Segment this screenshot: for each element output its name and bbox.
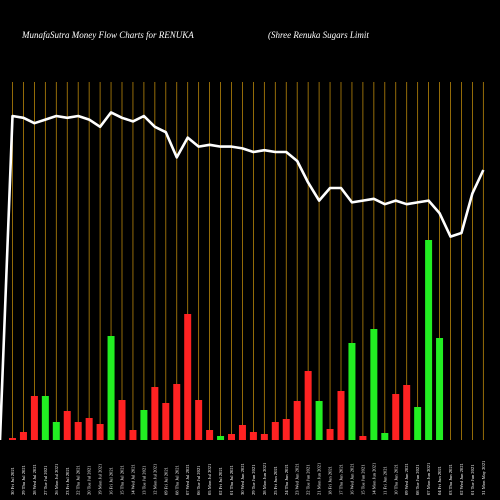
x-tick-label: 21 Mon Jun 2021 (317, 462, 322, 495)
x-tick-label: 16 Fri Jul 2021 (109, 466, 114, 495)
x-tick-label: 14 Mon Jun 2021 (371, 462, 376, 495)
bar (140, 410, 148, 440)
x-tick-label: 03 Thu Jun 2021 (448, 463, 453, 495)
bar (392, 394, 400, 440)
bar (129, 430, 137, 440)
x-tick-label: 12 Mon Jul 2021 (152, 463, 157, 495)
bar (249, 432, 257, 440)
bar (414, 407, 422, 440)
bar (271, 422, 279, 440)
x-tick-label: 07 Wed Jul 2021 (185, 463, 190, 495)
bar (238, 425, 246, 440)
bar (326, 429, 334, 440)
x-tick-label: 28 Mon Jun 2021 (262, 462, 267, 495)
bar (348, 343, 356, 440)
x-tick-label: 29 Tue Jun 2021 (251, 464, 256, 495)
bar (337, 391, 345, 440)
bar (304, 371, 312, 440)
x-tick-label: 02 Fri Jul 2021 (218, 466, 223, 495)
x-tick-label: 08 Thu Jul 2021 (174, 464, 179, 495)
bar (195, 400, 203, 440)
bar (52, 422, 60, 440)
x-tick-label: 13 Tue Jul 2021 (141, 465, 146, 495)
bar (370, 329, 378, 440)
x-tick-label: 04 Fri Jun 2021 (437, 465, 442, 495)
x-tick-label: 14 Wed Jul 2021 (130, 463, 135, 495)
bar (293, 401, 301, 440)
x-tick-label: 05 Mon Jul 2021 (207, 463, 212, 495)
bar (282, 419, 290, 440)
bar (359, 436, 367, 440)
x-tick-label: 06 Tue Jul 2021 (196, 465, 201, 495)
x-tick-label: 01 Tue Jun 2021 (470, 464, 475, 495)
bar (30, 396, 38, 440)
bar (41, 396, 49, 440)
x-tick-label: 20 Tue Jul 2021 (87, 465, 92, 495)
x-tick-label: 28 Wed Jul 2021 (32, 463, 37, 495)
bar (206, 430, 214, 440)
x-tick-label: 09 Fri Jul 2021 (163, 466, 168, 495)
bar (228, 434, 235, 440)
bar (96, 424, 104, 440)
x-tick-label: 30 Fri Jul 2021 (10, 466, 15, 495)
bar (425, 240, 433, 440)
x-tick-label: 27 Tue Jul 2021 (43, 465, 48, 495)
bar (436, 338, 444, 440)
x-tick-label: 09 Wed Jun 2021 (404, 462, 409, 495)
bar (19, 432, 27, 440)
gridlines (12, 82, 484, 440)
x-tick-label: 23 Fri Jul 2021 (65, 466, 70, 495)
x-tick-label: 15 Tue Jun 2021 (360, 464, 365, 495)
x-tick-label: 18 Fri Jun 2021 (328, 465, 333, 495)
x-tick-label: 22 Thu Jul 2021 (76, 464, 81, 495)
bar (74, 422, 82, 440)
bar (260, 434, 268, 440)
x-tick-label: 02 Wed Jun 2021 (459, 462, 464, 495)
bar (217, 436, 225, 440)
x-tick-label: 17 Thu Jun 2021 (339, 463, 344, 495)
bar (63, 411, 71, 440)
x-tick-label: 07 Mon Jun 2021 (426, 462, 431, 495)
bar (184, 314, 192, 440)
bar (85, 418, 93, 440)
x-tick-label: 22 Tue Jun 2021 (306, 464, 311, 495)
chart-title-company: (Shree Renuka Sugars Limit (268, 30, 369, 40)
x-tick-label: 10 Thu Jun 2021 (393, 463, 398, 495)
x-tick-label: 29 Thu Jul 2021 (21, 464, 26, 495)
bar (118, 400, 126, 440)
x-tick-label: 31 Mon May 2021 (481, 460, 486, 495)
x-tick-label: 08 Tue Jun 2021 (415, 464, 420, 495)
x-tick-label: 23 Wed Jun 2021 (295, 462, 300, 495)
money-flow-line (0, 111, 485, 441)
chart-title: MunafaSutra Money Flow Charts for RENUKA (21, 30, 194, 40)
x-tick-label: 30 Wed Jun 2021 (240, 462, 245, 495)
bar (173, 384, 181, 440)
x-tick-label: 26 Mon Jul 2021 (54, 463, 59, 495)
bar (162, 403, 170, 440)
x-tick-label: 25 Fri Jun 2021 (273, 465, 278, 495)
bar (9, 438, 16, 440)
bar (403, 385, 411, 440)
bar (107, 336, 115, 440)
bar (151, 387, 159, 440)
bar-series (9, 240, 444, 440)
bar (381, 433, 389, 440)
x-tick-label: 19 Mon Jul 2021 (98, 463, 103, 495)
x-tick-label: 11 Fri Jun 2021 (382, 465, 387, 495)
x-tick-label: 24 Thu Jun 2021 (284, 463, 289, 495)
x-tick-label: 15 Thu Jul 2021 (120, 464, 125, 495)
x-tick-labels: 30 Fri Jul 2021 29 Thu Jul 2021 28 Wed Jul… (10, 460, 486, 495)
x-tick-label: 16 Wed Jun 2021 (349, 462, 354, 495)
x-tick-label: 01 Thu Jul 2021 (229, 464, 234, 495)
bar (315, 401, 323, 440)
